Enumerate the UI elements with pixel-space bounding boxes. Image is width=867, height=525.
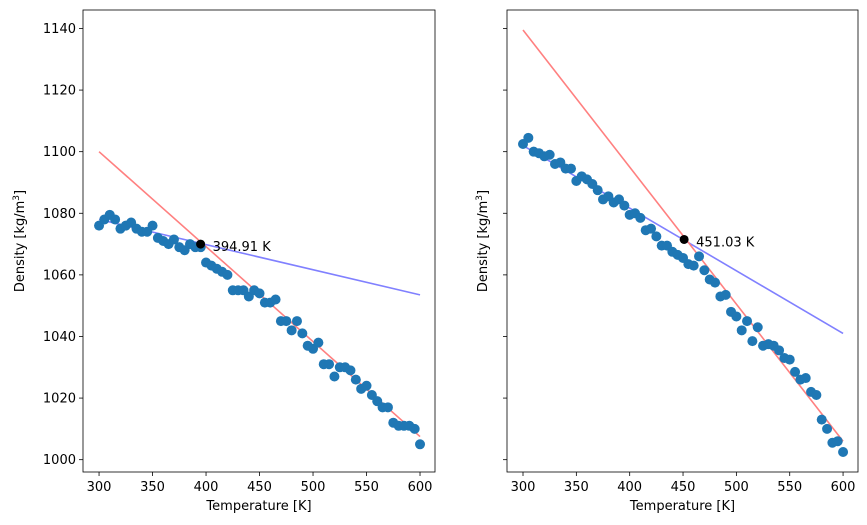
x-tick-label: 300 <box>87 480 112 495</box>
x-axis-label: Temperature [K] <box>205 499 311 514</box>
data-point <box>345 365 356 376</box>
data-point <box>736 325 747 336</box>
data-point <box>281 316 292 327</box>
y-tick-label: 1020 <box>43 392 76 407</box>
data-point <box>286 325 297 336</box>
x-tick-label: 500 <box>301 480 326 495</box>
data-point <box>646 223 657 234</box>
data-point <box>409 423 420 434</box>
y-tick-label: 1040 <box>43 330 76 345</box>
data-point <box>147 220 158 231</box>
x-tick-label: 550 <box>354 480 379 495</box>
y-axis-label: Density [kg/m3] <box>12 190 28 292</box>
data-point <box>811 390 822 400</box>
y-tick-label: 1100 <box>43 145 76 160</box>
y-axis-label-main: Density [kg/m <box>476 201 491 292</box>
x-tick-label: 350 <box>564 480 589 495</box>
plot-area <box>94 151 426 450</box>
data-point <box>566 163 577 174</box>
data-point <box>774 345 785 356</box>
intersection-point <box>679 234 689 244</box>
data-point <box>329 371 340 382</box>
axes-frame <box>506 9 859 473</box>
data-point <box>688 260 699 271</box>
y-axis-label: Density [kg/m3] <box>475 190 491 292</box>
data-point <box>361 380 372 391</box>
data-point <box>350 374 361 385</box>
x-tick-label: 350 <box>140 480 165 495</box>
x-tick-label: 500 <box>724 480 749 495</box>
data-point <box>635 212 646 223</box>
x-tick-label: 400 <box>617 480 642 495</box>
x-tick-label: 300 <box>511 480 536 495</box>
data-point <box>731 311 742 322</box>
y-axis-label-sup: 3 <box>12 195 22 201</box>
data-point <box>752 322 763 333</box>
data-point <box>222 269 233 280</box>
y-tick-label: 1060 <box>43 268 76 283</box>
y-axis-label-main: Density [kg/m <box>13 201 28 292</box>
data-point <box>382 402 393 413</box>
data-point <box>816 414 827 425</box>
data-point <box>619 200 630 211</box>
data-point <box>710 277 721 288</box>
data-point <box>790 366 801 377</box>
data-point <box>694 251 705 262</box>
plot-area <box>518 29 849 457</box>
data-point <box>324 359 335 370</box>
data-point <box>784 354 795 365</box>
data-point <box>297 328 308 339</box>
data-point <box>832 436 843 447</box>
y-axis-label-sup: 3 <box>475 195 485 201</box>
subplot-2: 300 350 400 450 500 550 600 451.03 K Temperature… <box>475 9 859 514</box>
y-tick-label: 1000 <box>43 453 76 468</box>
x-tick-label: 450 <box>247 480 272 495</box>
data-point <box>523 132 534 143</box>
intersection-annotation: 451.03 K <box>696 235 755 250</box>
intersection-point <box>196 239 206 249</box>
data-point <box>699 265 710 276</box>
x-tick-label: 400 <box>194 480 219 495</box>
data-point <box>544 149 555 160</box>
data-point <box>415 439 426 450</box>
intersection-annotation: 394.91 K <box>213 240 272 255</box>
data-point <box>313 337 324 348</box>
data-point <box>720 289 731 300</box>
data-point <box>110 214 121 225</box>
x-axis-label: Temperature [K] <box>629 499 735 514</box>
y-axis-label-end: ] <box>476 190 491 195</box>
data-point <box>168 234 179 245</box>
data-point <box>651 231 662 242</box>
data-point <box>800 373 811 384</box>
y-axis-label-end: ] <box>13 190 28 195</box>
x-tick-label: 550 <box>777 480 802 495</box>
y-tick-label: 1140 <box>43 22 76 37</box>
x-tick-label: 600 <box>831 480 856 495</box>
data-point <box>838 446 849 457</box>
subplot-1: 300 350 400 450 500 550 600 1000 1020 1040 1060 108… <box>12 9 436 514</box>
x-tick-label: 450 <box>671 480 696 495</box>
data-point <box>270 294 281 305</box>
data-point <box>742 316 753 327</box>
axes-frame <box>82 9 436 473</box>
y-tick-label: 1120 <box>43 84 76 99</box>
data-point <box>592 185 603 196</box>
data-point <box>822 423 833 434</box>
data-point <box>254 288 265 299</box>
x-tick-label: 600 <box>408 480 433 495</box>
y-tick-label: 1080 <box>43 207 76 222</box>
data-point <box>291 316 302 327</box>
data-point <box>747 336 758 347</box>
fit-line-low <box>98 218 421 296</box>
